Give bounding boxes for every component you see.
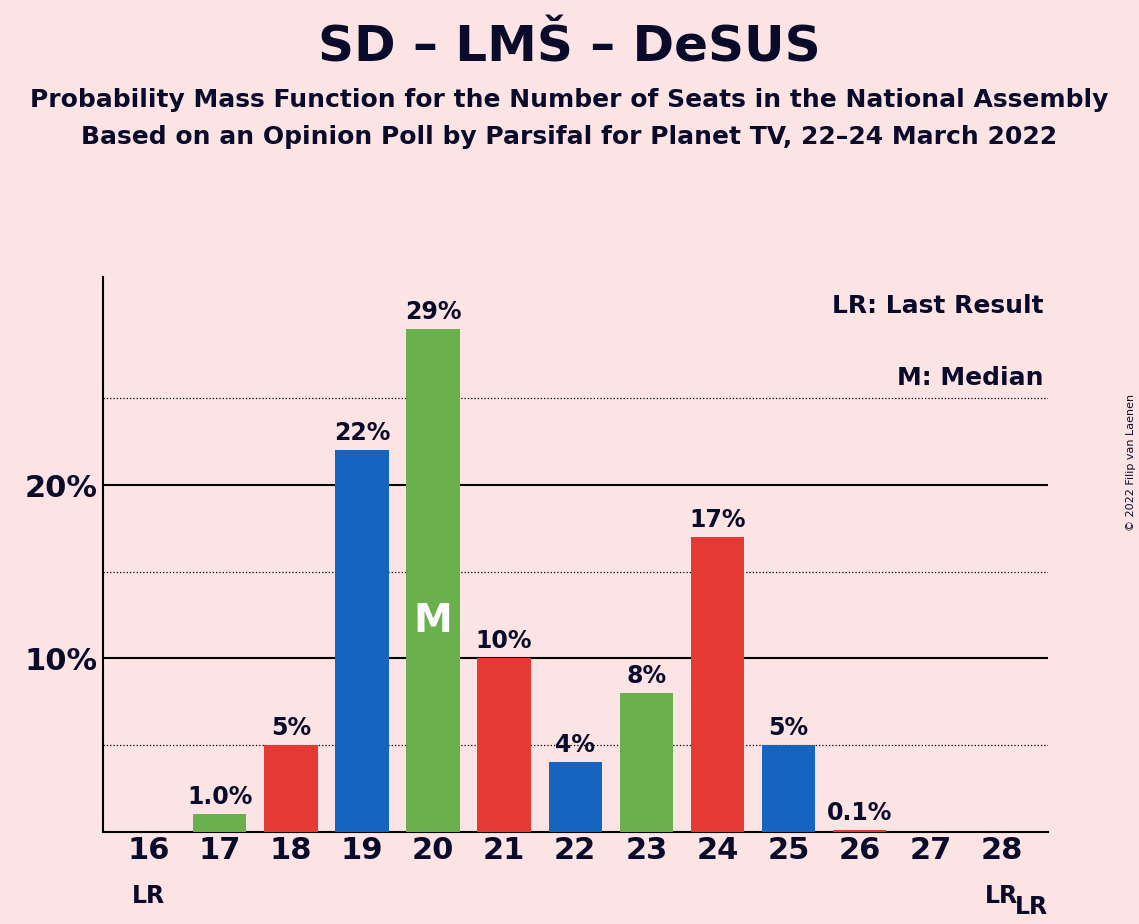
Text: 8%: 8% [626, 663, 666, 687]
Bar [549, 762, 601, 832]
Bar [335, 451, 388, 832]
Text: M: M [413, 602, 452, 639]
Bar [407, 329, 460, 832]
Text: © 2022 Filip van Laenen: © 2022 Filip van Laenen [1126, 394, 1136, 530]
Text: M: Median: M: Median [896, 366, 1043, 390]
Text: LR: LR [132, 884, 165, 908]
Text: 1.0%: 1.0% [187, 785, 253, 809]
Bar [620, 693, 673, 832]
Text: 29%: 29% [404, 300, 461, 324]
Text: 22%: 22% [334, 421, 391, 445]
Text: LR: LR [985, 884, 1018, 908]
Text: 17%: 17% [689, 508, 746, 532]
Text: LR: Last Result: LR: Last Result [831, 294, 1043, 318]
Bar [690, 537, 744, 832]
Text: 5%: 5% [769, 716, 809, 740]
Text: Based on an Opinion Poll by Parsifal for Planet TV, 22–24 March 2022: Based on an Opinion Poll by Parsifal for… [81, 125, 1058, 149]
Bar [194, 814, 246, 832]
Text: 10%: 10% [476, 629, 532, 653]
Text: LR: LR [1015, 895, 1048, 919]
Text: 4%: 4% [555, 733, 596, 757]
Bar [833, 830, 886, 832]
Text: 5%: 5% [271, 716, 311, 740]
Text: SD – LMŠ – DeSUS: SD – LMŠ – DeSUS [318, 23, 821, 71]
Text: 0.1%: 0.1% [827, 801, 892, 824]
Text: Probability Mass Function for the Number of Seats in the National Assembly: Probability Mass Function for the Number… [31, 88, 1108, 112]
Bar [264, 745, 318, 832]
Bar [762, 745, 816, 832]
Bar [477, 658, 531, 832]
